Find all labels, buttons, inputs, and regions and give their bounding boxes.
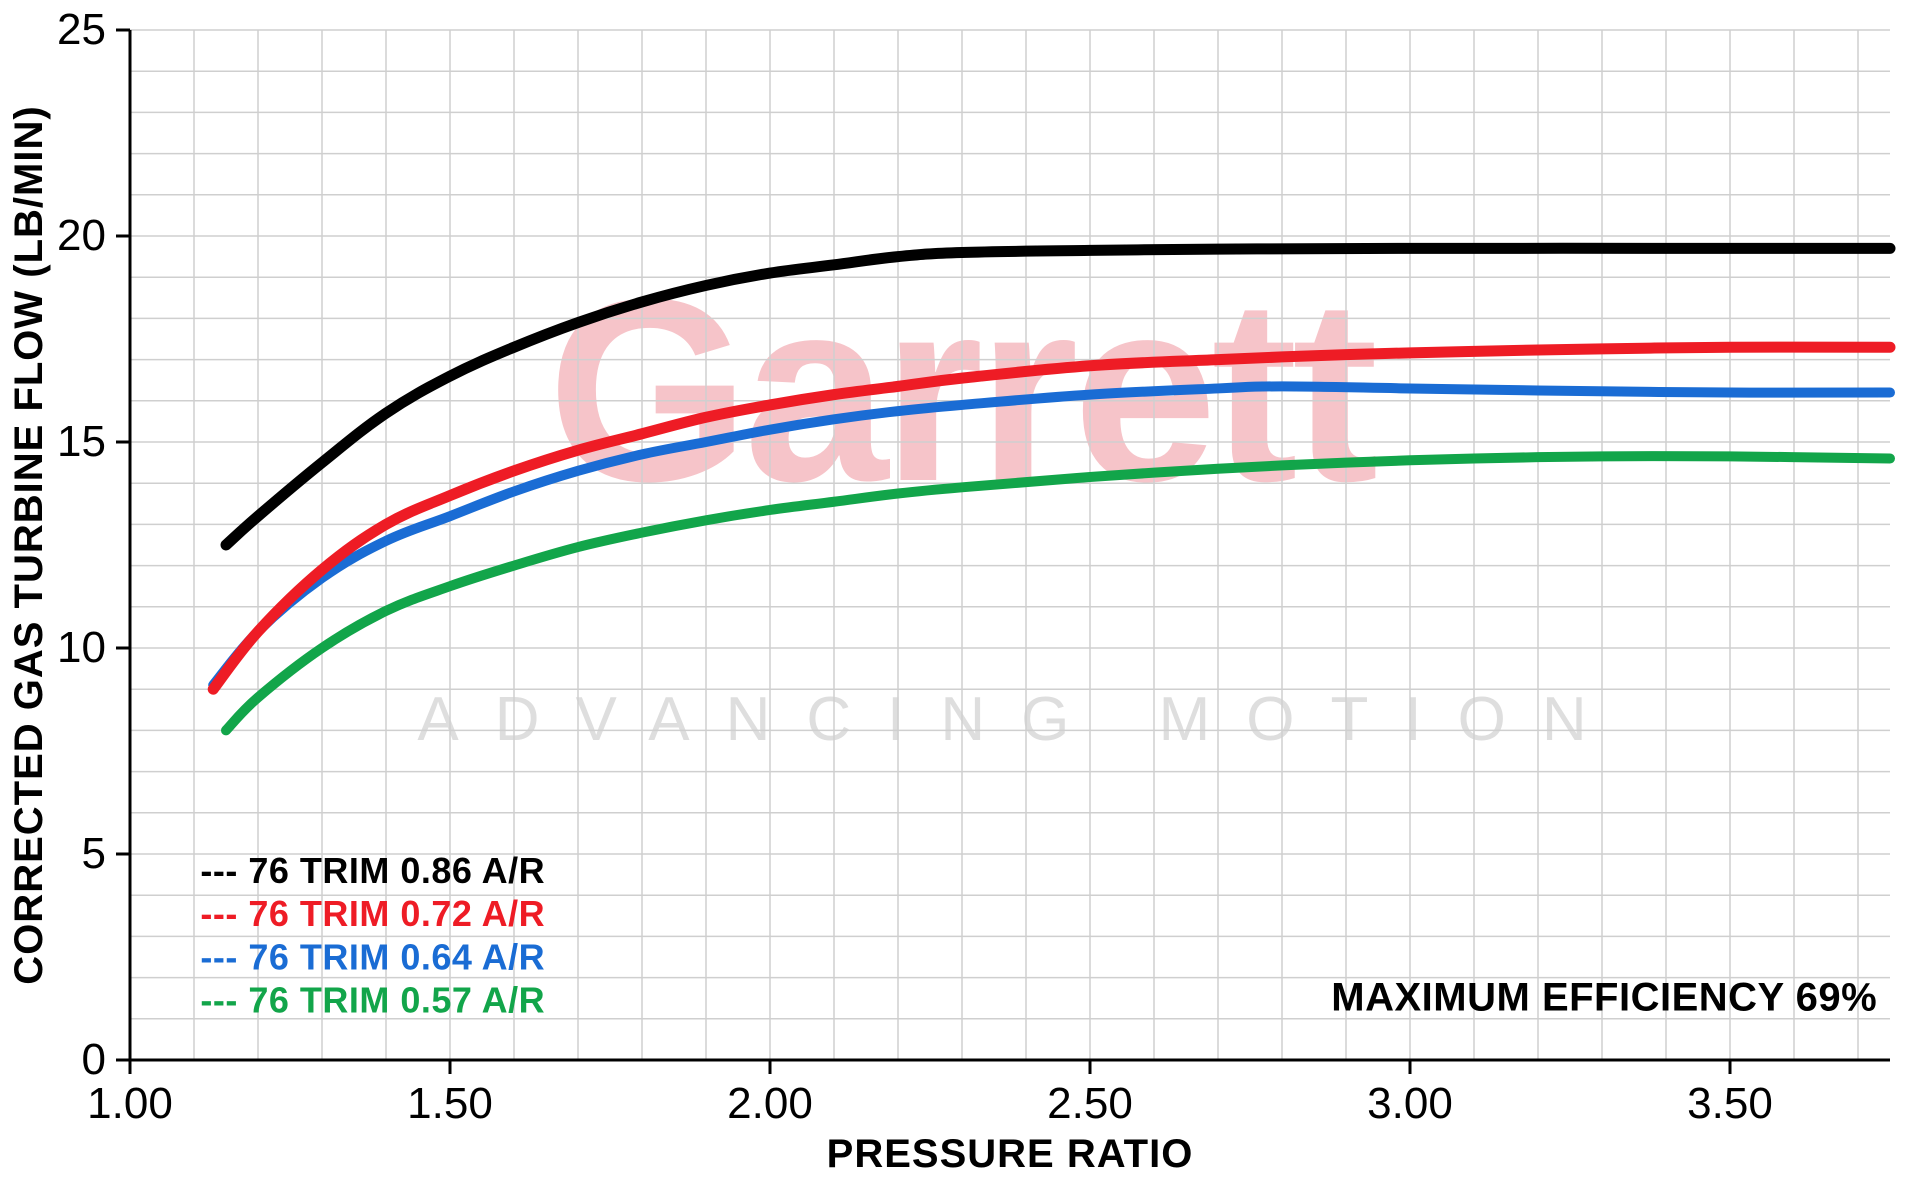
y-tick-label: 25	[57, 5, 106, 54]
y-tick-label: 15	[57, 417, 106, 466]
y-axis-title: CORRECTED GAS TURBINE FLOW (LB/MIN)	[7, 105, 51, 984]
x-tick-label: 3.00	[1367, 1079, 1453, 1128]
y-tick-label: 0	[82, 1035, 106, 1084]
x-tick-label: 1.00	[87, 1079, 173, 1128]
y-tick-label: 20	[57, 211, 106, 260]
legend-item: --- 76 TRIM 0.72 A/R	[200, 893, 545, 934]
x-tick-label: 2.00	[727, 1079, 813, 1128]
efficiency-note: MAXIMUM EFFICIENCY 69%	[1331, 976, 1877, 1020]
x-axis-title: PRESSURE RATIO	[827, 1132, 1194, 1176]
watermark-tagline: ADVANCING MOTION	[417, 685, 1622, 754]
legend-item: --- 76 TRIM 0.57 A/R	[200, 980, 545, 1021]
turbine-flow-chart: GarrettADVANCING MOTION1.001.502.002.503…	[0, 0, 1920, 1185]
y-tick-label: 5	[82, 829, 106, 878]
x-tick-label: 1.50	[407, 1079, 493, 1128]
chart-svg: GarrettADVANCING MOTION1.001.502.002.503…	[0, 0, 1920, 1185]
legend-item: --- 76 TRIM 0.86 A/R	[200, 850, 545, 891]
legend-item: --- 76 TRIM 0.64 A/R	[200, 936, 545, 977]
x-tick-label: 2.50	[1047, 1079, 1133, 1128]
x-tick-label: 3.50	[1687, 1079, 1773, 1128]
y-tick-label: 10	[57, 623, 106, 672]
